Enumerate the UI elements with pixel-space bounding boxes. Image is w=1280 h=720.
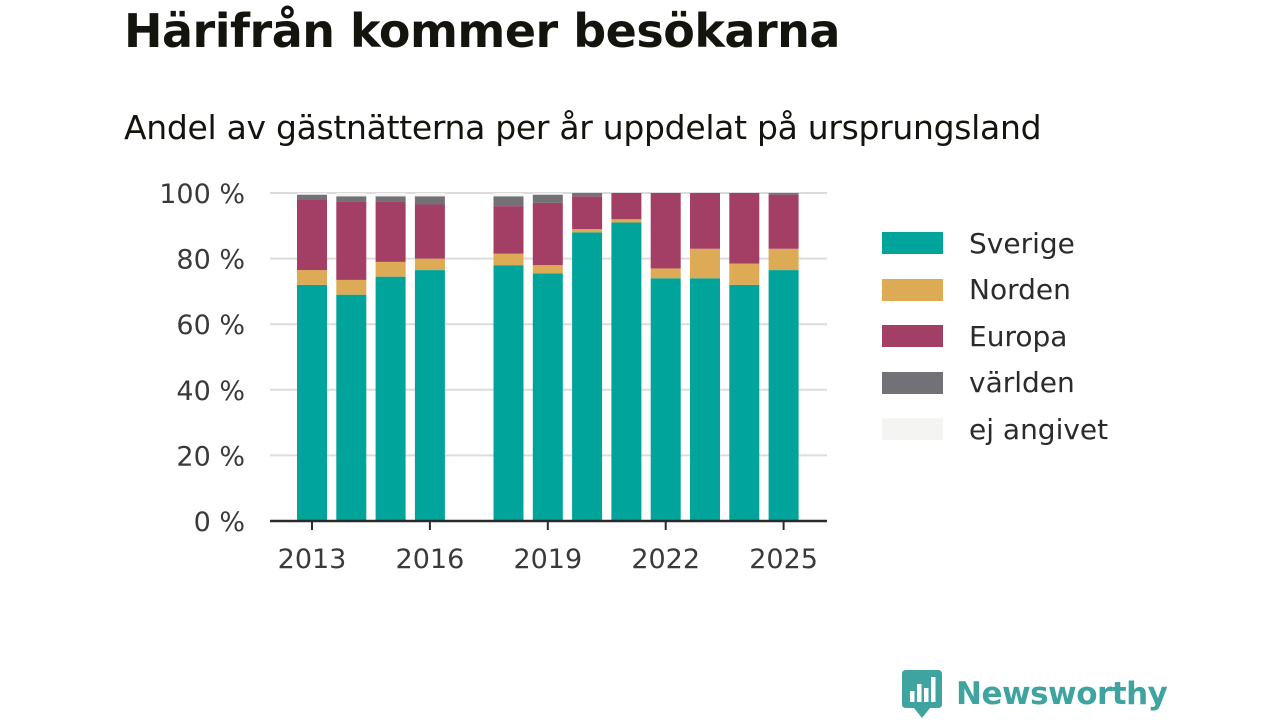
bar-segment-Sverige: [375, 276, 406, 521]
legend-item-Europa: Europa: [882, 313, 1108, 360]
bar-stack-2013: [297, 193, 327, 521]
bar-segment-Sverige: [493, 265, 524, 521]
brand-name: Newsworthy: [956, 676, 1168, 712]
bar-segment-världen: [768, 193, 799, 195]
bar-segment-världen: [532, 194, 563, 203]
bar-segment-Sverige: [297, 284, 327, 521]
bar-stack-2025: [768, 193, 799, 521]
bar-segment-världen: [297, 194, 327, 200]
legend-label: världen: [969, 366, 1075, 400]
legend-swatch: [882, 418, 943, 441]
y-tick-label: 60 %: [176, 310, 245, 341]
bar-segment-Europa: [768, 194, 799, 249]
bar-segment-världen: [375, 196, 406, 202]
bar-segment-Norden: [572, 229, 603, 233]
y-tick-label: 0 %: [194, 507, 245, 538]
bar-segment-Norden: [375, 261, 406, 277]
bar-stack-2021: [611, 193, 642, 521]
bar-stack-2015: [375, 193, 406, 521]
bar-segment-Sverige: [572, 232, 603, 522]
bar-segment-Europa: [414, 204, 445, 259]
bar-segment-Sverige: [532, 273, 563, 521]
bar-stack-2022: [650, 193, 681, 521]
bar-segment-Norden: [690, 248, 720, 279]
bar-segment-Europa: [690, 193, 720, 249]
brand: Newsworthy: [902, 670, 1168, 718]
x-tick-label: 2016: [396, 544, 465, 575]
bar-stack-2018: [493, 193, 524, 521]
bar-segment-Europa: [572, 196, 603, 230]
bar-segment-ej-angivet: [297, 193, 327, 195]
bars: [297, 193, 799, 522]
bar-segment-världen: [414, 196, 445, 205]
bar-segment-Europa: [532, 202, 563, 266]
legend-label: Sverige: [969, 226, 1075, 260]
bar-stack-2023: [690, 193, 720, 521]
bar-segment-Norden: [768, 248, 799, 271]
legend: Sverige Norden Europa världen ej angivet: [882, 220, 1108, 453]
bar-segment-Sverige: [729, 284, 760, 521]
bar-segment-Sverige: [611, 222, 642, 521]
bar-segment-världen: [336, 196, 367, 202]
bar-segment-Europa: [375, 201, 406, 262]
bar-segment-ej-angivet: [336, 193, 367, 197]
legend-swatch: [882, 278, 943, 301]
x-tick-label: 2022: [631, 544, 700, 575]
x-tick-label: 2019: [513, 544, 582, 575]
bar-segment-Norden: [729, 263, 760, 285]
legend-label: Norden: [969, 273, 1071, 307]
legend-swatch: [882, 232, 943, 255]
bar-segment-Norden: [611, 219, 642, 223]
bar-segment-Norden: [336, 279, 367, 295]
legend-item-ej-angivet: ej angivet: [882, 406, 1108, 453]
chart-subtitle: Andel av gästnätterna per år uppdelat på…: [124, 108, 1042, 147]
bar-stack-2019: [532, 193, 563, 521]
y-tick-label: 80 %: [176, 245, 245, 276]
bar-segment-ej-angivet: [414, 193, 445, 197]
legend-item-världen: världen: [882, 360, 1108, 407]
bar-segment-Norden: [414, 258, 445, 271]
x-tick-label: 2013: [278, 544, 347, 575]
legend-item-Norden: Norden: [882, 267, 1108, 314]
x-axis-tick-labels: 2013 2016 2019 2022 2025: [278, 521, 818, 575]
bar-stack-2020: [572, 193, 603, 522]
bar-segment-Sverige: [690, 278, 720, 521]
y-axis-tick-labels: 0 % 20 % 40 % 60 % 80 % 100 %: [159, 179, 245, 538]
bar-segment-Sverige: [650, 278, 681, 521]
bar-segment-världen: [493, 196, 524, 207]
bar-segment-Sverige: [414, 270, 445, 521]
bar-stack-2024: [729, 193, 760, 521]
y-tick-label: 100 %: [159, 179, 245, 210]
legend-swatch: [882, 325, 943, 348]
bar-segment-Norden: [532, 265, 563, 274]
bar-segment-världen: [572, 193, 603, 197]
bar-stack-2014: [336, 193, 367, 521]
bar-chart-icon: [902, 670, 942, 718]
legend-label: ej angivet: [969, 412, 1109, 446]
chart-title: Härifrån kommer besökarna: [124, 4, 840, 58]
bar-segment-Sverige: [768, 270, 799, 521]
legend-swatch: [882, 371, 943, 394]
bar-segment-Europa: [650, 193, 681, 269]
bar-segment-Europa: [611, 193, 642, 220]
legend-label: Europa: [969, 319, 1068, 353]
bar-segment-ej-angivet: [493, 193, 524, 197]
legend-item-Sverige: Sverige: [882, 220, 1108, 267]
bar-segment-Norden: [650, 268, 681, 279]
bar-segment-Europa: [297, 199, 327, 271]
bar-segment-ej-angivet: [375, 193, 406, 197]
bar-segment-Europa: [336, 201, 367, 280]
bar-segment-ej-angivet: [532, 193, 563, 195]
bar-segment-Norden: [297, 270, 327, 285]
bar-stack-2016: [414, 193, 445, 521]
bar-segment-Sverige: [336, 294, 367, 521]
x-tick-label: 2025: [749, 544, 818, 575]
y-tick-label: 20 %: [176, 441, 245, 472]
bar-segment-Europa: [729, 193, 760, 264]
bar-segment-Norden: [493, 253, 524, 266]
y-tick-label: 40 %: [176, 376, 245, 407]
bar-segment-Europa: [493, 206, 524, 254]
